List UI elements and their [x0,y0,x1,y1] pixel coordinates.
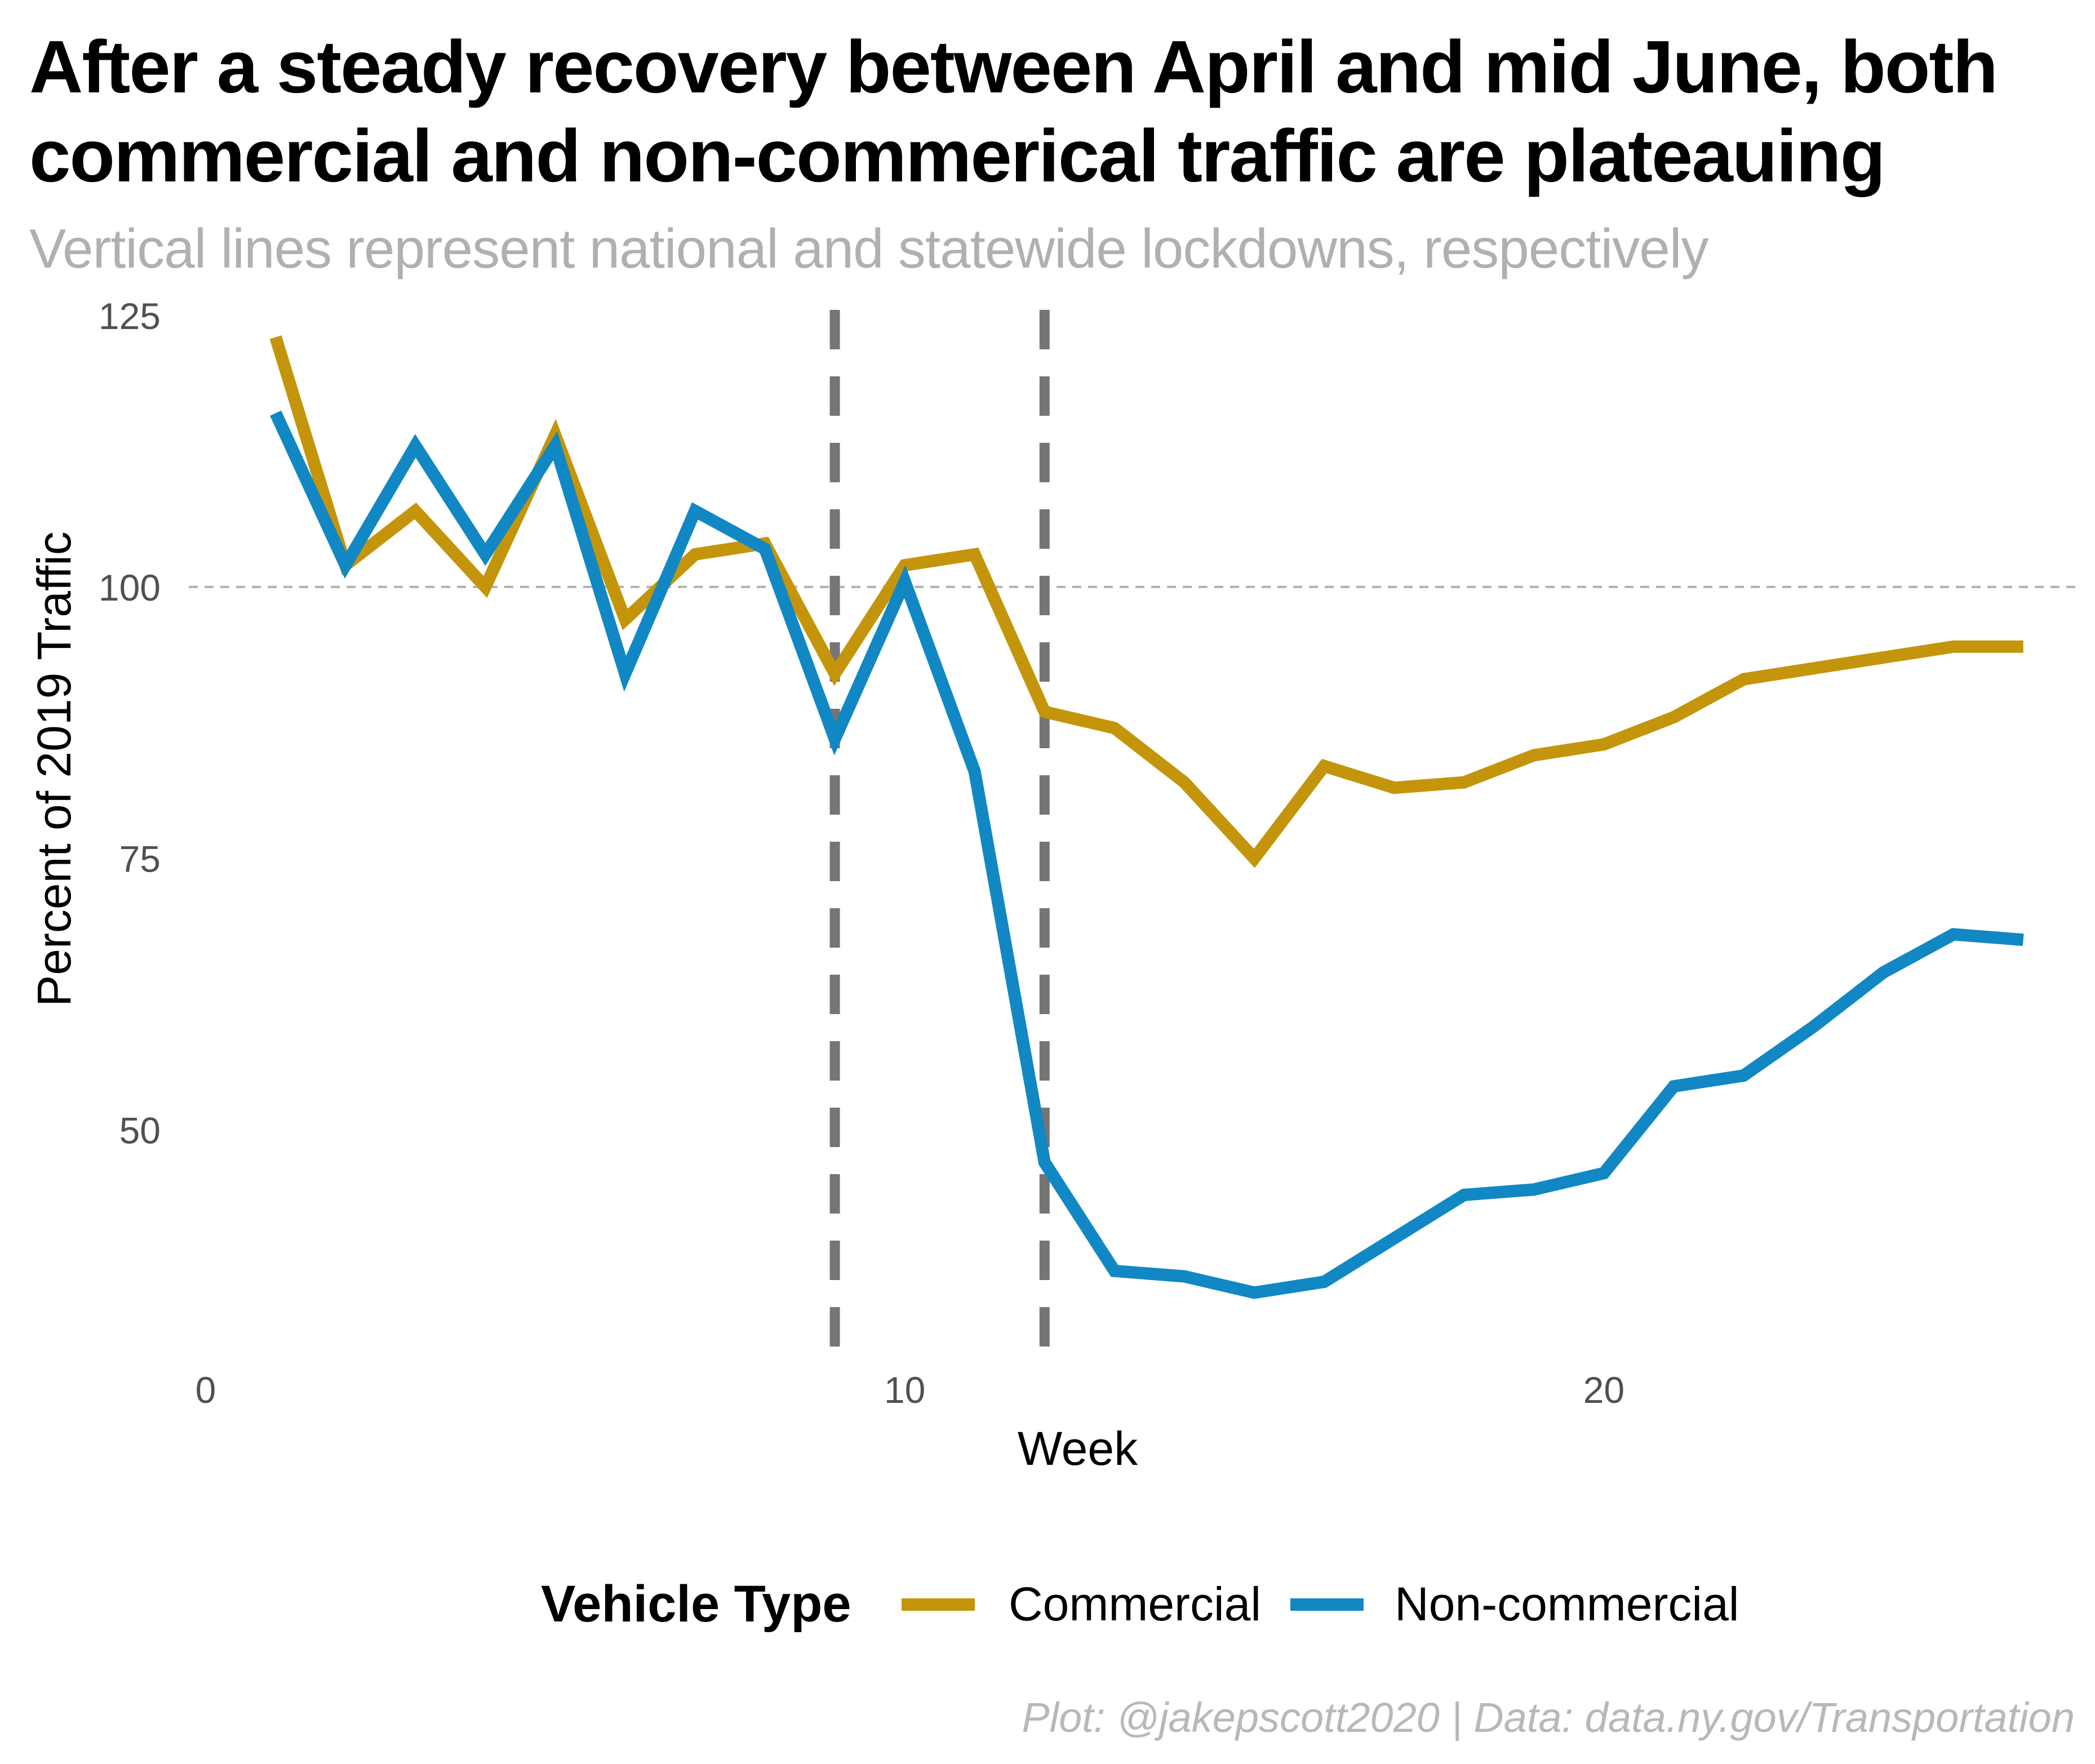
x-tick-label: 0 [196,1369,216,1411]
x-tick-label: 10 [884,1369,925,1411]
y-tick-label: 125 [99,295,161,337]
y-tick-label: 75 [119,838,161,880]
y-tick-label: 100 [99,567,161,608]
series-lines [269,335,2024,1299]
series-line-non-commercial [270,410,2024,1299]
legend: Vehicle Type Commercial Non-commercial [541,1575,1739,1633]
legend-label-non-commercial: Non-commercial [1395,1578,1739,1630]
y-axis-ticks: 50 75 100 125 [99,295,161,1151]
legend-title: Vehicle Type [541,1575,851,1633]
x-axis-title: Week [1018,1422,1138,1475]
y-tick-label: 50 [119,1109,161,1151]
legend-label-commercial: Commercial [1009,1578,1261,1630]
y-axis-title: Percent of 2019 Traffic [28,531,81,1007]
reference-lines [189,310,2079,1358]
x-axis-ticks: 0 10 20 [196,1369,1624,1411]
x-tick-label: 20 [1583,1369,1624,1411]
chart-subtitle: Vertical lines represent national and st… [29,217,1709,279]
series-line-commercial [269,335,2023,868]
chart-caption: Plot: @jakepscott2020 | Data: data.ny.go… [1022,1694,2075,1741]
chart-title: After a steady recovery between April an… [29,25,1998,197]
